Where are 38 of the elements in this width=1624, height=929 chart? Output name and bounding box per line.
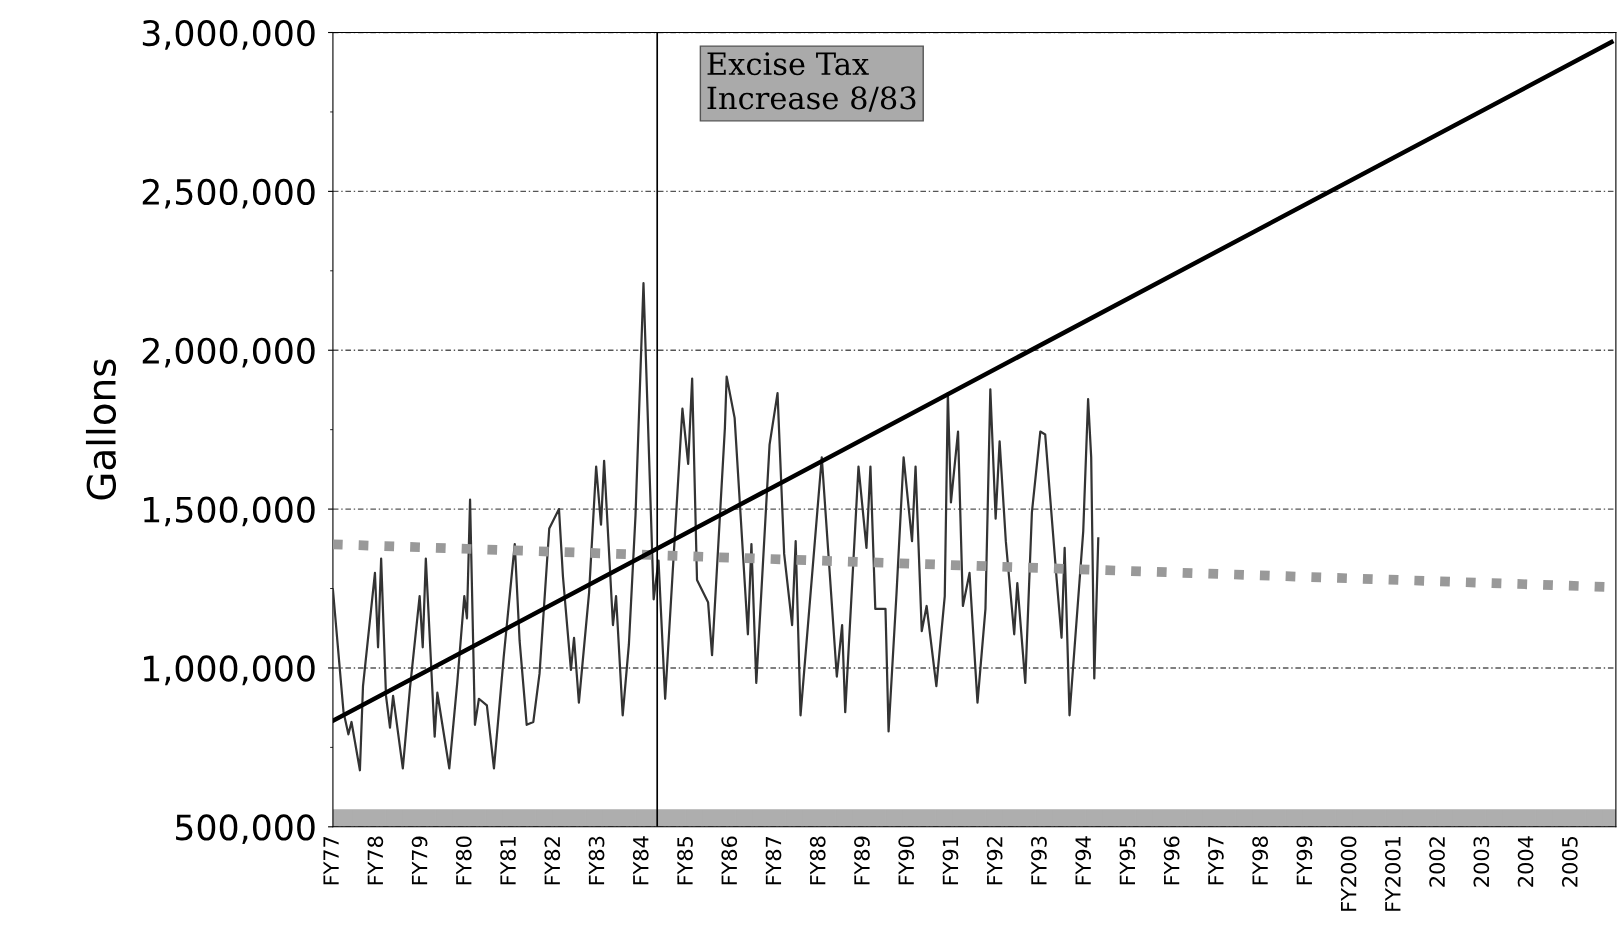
x-tick-label: FY86: [721, 836, 738, 885]
ref-line-label: Excise Tax Increase 8/83: [707, 52, 916, 112]
x-tick-label: FY99: [1296, 836, 1313, 885]
y-tick-label: 1,500,000: [144, 496, 315, 527]
x-tick-label: FY96: [1163, 836, 1180, 885]
x-tick-label: FY84: [632, 836, 649, 885]
x-tick-label: FY82: [544, 837, 561, 885]
x-tick-label: FY94: [1075, 836, 1092, 885]
x-tick-label: 2004: [1517, 836, 1534, 887]
x-tick-label: FY88: [809, 836, 826, 885]
x-tick-label: FY95: [1119, 836, 1136, 885]
x-tick-label: FY79: [411, 836, 428, 885]
x-tick-label: 2005: [1561, 836, 1578, 887]
x-tick-label: FY89: [854, 836, 870, 885]
x-tick-label: FY2000: [1340, 836, 1357, 911]
x-tick-label: 2003: [1473, 836, 1490, 887]
x-tick-label: FY83: [588, 836, 605, 885]
y-tick-label: 3,000,000: [142, 19, 315, 50]
x-tick-label: FY98: [1252, 836, 1268, 885]
x-tick-label: FY77: [323, 836, 339, 885]
x-tick-label: FY2001: [1384, 837, 1401, 911]
y-tick-label: 1,000,000: [144, 655, 315, 686]
x-tick-label: FY93: [1031, 836, 1047, 885]
x-tick-label: FY87: [765, 836, 782, 885]
x-tick-label: FY97: [1208, 836, 1224, 885]
x-tick-label: FY90: [898, 836, 915, 885]
y-tick-label: 500,000: [176, 814, 315, 845]
x-tick-label: FY92: [986, 837, 1003, 885]
x-tick-label: FY80: [455, 836, 472, 885]
x-tick-label: FY78: [367, 836, 384, 885]
y-axis-title: Gallons: [85, 359, 117, 500]
x-tick-label: FY85: [677, 836, 693, 885]
x-tick-label: 2002: [1429, 837, 1445, 887]
line-series: [332, 282, 1100, 772]
x-tick-label: FY81: [500, 837, 516, 885]
y-tick-label: 2,000,000: [142, 337, 315, 368]
y-tick-label: 2,500,000: [142, 178, 315, 209]
x-tick-label: FY91: [942, 837, 959, 885]
